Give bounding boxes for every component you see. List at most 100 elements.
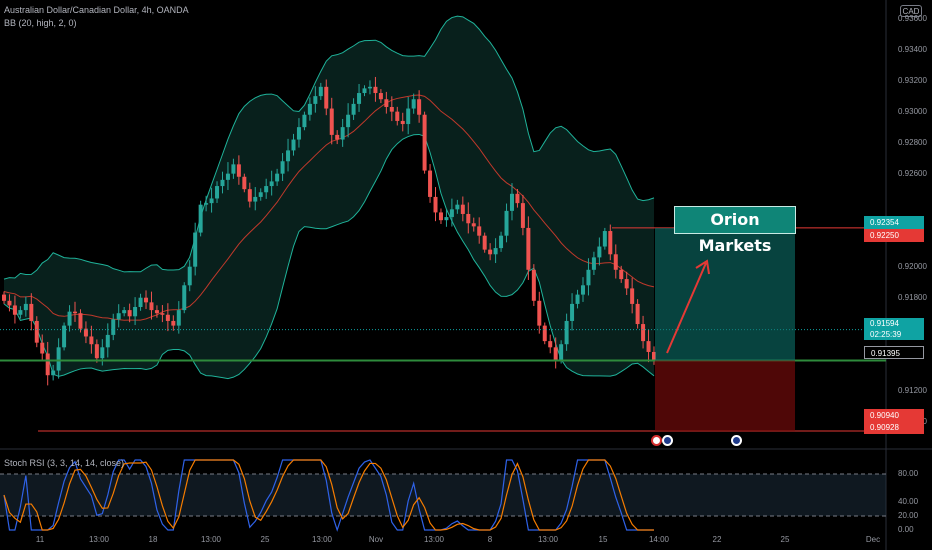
candle-body: [34, 320, 39, 343]
candle-body: [362, 88, 367, 94]
canada-flag-icon[interactable]: [651, 435, 662, 446]
candle-body: [2, 294, 6, 301]
candle-body: [7, 300, 12, 306]
candle-body: [646, 341, 651, 352]
candle-body: [493, 248, 498, 255]
candle-body: [302, 114, 307, 128]
candle-body: [488, 249, 493, 255]
current-price-value: 0.91594: [870, 319, 899, 328]
candle-body: [160, 313, 165, 315]
symbol-legend[interactable]: Australian Dollar/Canadian Dollar, 4h, O…: [4, 5, 189, 15]
currency-label[interactable]: CAD: [900, 5, 922, 17]
rsi-tick: 0.00: [898, 525, 914, 534]
candle-body: [324, 86, 329, 109]
candle-body: [182, 285, 187, 311]
candle-body: [138, 297, 143, 308]
price-tick: 0.92600: [898, 168, 927, 178]
candle-body: [444, 217, 449, 221]
time-tick: 13:00: [200, 535, 222, 544]
time-tick: 25: [780, 535, 790, 544]
candle-body: [357, 93, 362, 104]
stoch-rsi-legend[interactable]: Stoch RSI (3, 3, 14, 14, close): [4, 458, 125, 468]
candle-body: [18, 310, 23, 315]
candle-body: [438, 212, 443, 221]
profit-zone: [655, 227, 795, 361]
price-tick: 0.92800: [898, 137, 927, 147]
candle-body: [269, 181, 274, 187]
price-tick: 0.91800: [898, 292, 927, 302]
candle-body: [477, 226, 482, 236]
candle-body: [40, 342, 45, 354]
time-tick: 14:00: [648, 535, 670, 544]
candle-body: [378, 93, 383, 100]
bar-countdown: 02:25:39: [870, 330, 902, 339]
candle-body: [553, 347, 558, 360]
candle-body: [346, 114, 351, 128]
candle-body: [73, 311, 78, 314]
price-tick: 0.93000: [898, 106, 927, 116]
candle-body: [313, 96, 318, 104]
candle-body: [45, 353, 50, 376]
time-tick: 8: [487, 535, 493, 544]
candle-body: [602, 231, 607, 247]
candle-body: [275, 173, 280, 182]
stoch-d-line: [3, 459, 654, 531]
australia-flag-icon[interactable]: [662, 435, 673, 446]
price-tick: 0.91200: [898, 385, 927, 395]
candle-body: [455, 204, 460, 210]
candle-body: [395, 111, 400, 121]
bb-fill: [4, 16, 654, 379]
candle-body: [619, 269, 624, 280]
time-tick: 11: [35, 535, 45, 544]
candle-body: [280, 161, 285, 174]
candle-body: [635, 303, 640, 325]
candle-body: [176, 310, 181, 326]
candle-body: [67, 311, 72, 326]
stop-price-label: 0.90940: [864, 409, 924, 422]
rsi-band: [0, 474, 886, 516]
price-tick: 0.93200: [898, 75, 927, 85]
candle-body: [591, 257, 596, 270]
candle-body: [520, 203, 525, 228]
bb-basis-line: [3, 94, 655, 321]
candle-body: [291, 139, 296, 151]
candle-body: [422, 114, 427, 171]
candle-body: [564, 320, 569, 345]
candle-body: [165, 314, 170, 321]
candle-body: [122, 310, 127, 314]
candle-body: [220, 179, 225, 187]
candle-body: [100, 347, 105, 359]
candle-body: [400, 120, 405, 125]
candle-body: [384, 99, 389, 107]
forecast-arrow: [666, 259, 710, 354]
candle-body: [286, 150, 291, 162]
time-tick: 18: [148, 535, 158, 544]
candle-body: [460, 204, 465, 214]
candle-body: [187, 266, 192, 286]
candle-body: [247, 189, 252, 202]
price-tick: 0.93400: [898, 44, 927, 54]
candle-body: [307, 103, 312, 115]
candle-body: [83, 328, 88, 337]
target-price-label: 0.92250: [864, 229, 924, 242]
candle-body: [351, 103, 356, 115]
entry-price-label: 0.91395: [864, 346, 924, 359]
candle-body: [204, 203, 209, 205]
candle-body: [154, 310, 159, 314]
time-tick: 13:00: [88, 535, 110, 544]
candle-body: [116, 313, 121, 320]
candle-body: [171, 320, 176, 326]
candle-body: [548, 341, 553, 348]
candle-body: [466, 213, 471, 224]
australia-flag-icon[interactable]: [731, 435, 742, 446]
indicator-legend[interactable]: BB (20, high, 2, 0): [4, 18, 77, 28]
time-tick: 15: [598, 535, 608, 544]
time-tick: 13:00: [311, 535, 333, 544]
candle-body: [373, 86, 378, 94]
bb-lower-band: [3, 133, 655, 380]
candle-body: [433, 196, 438, 213]
candle-body: [613, 254, 618, 270]
candle-body: [127, 310, 132, 317]
candle-body: [193, 232, 198, 267]
